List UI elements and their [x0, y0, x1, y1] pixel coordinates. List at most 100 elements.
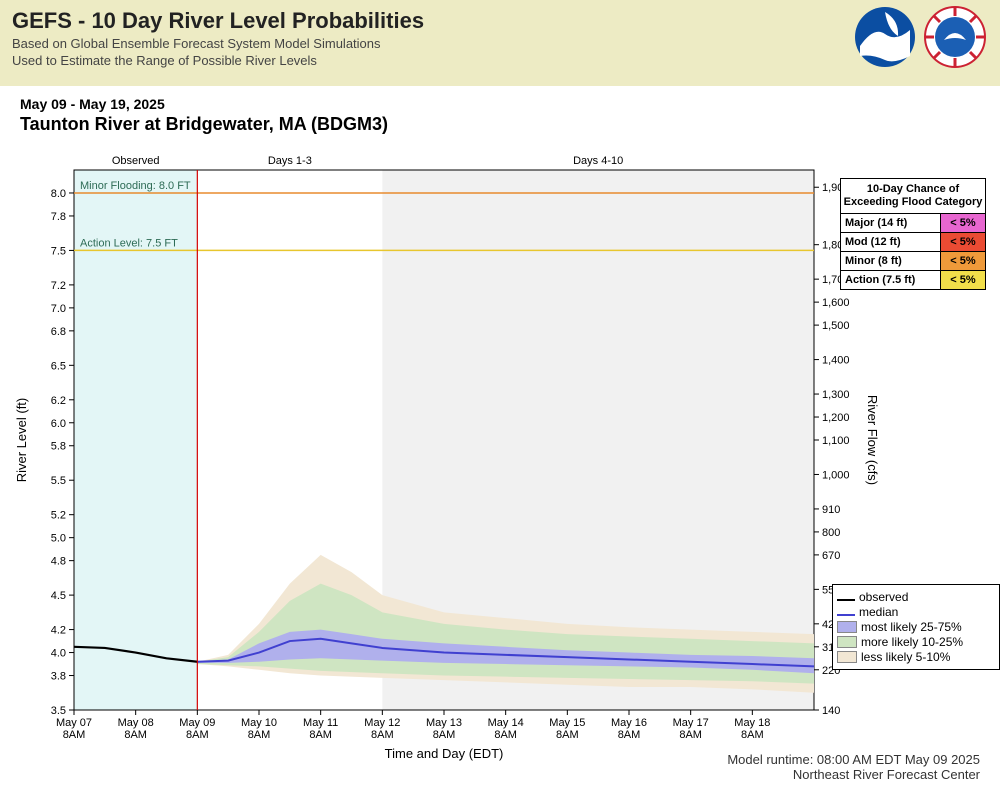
- svg-text:8AM: 8AM: [124, 729, 147, 741]
- flood-row: Minor (8 ft)< 5%: [841, 251, 985, 270]
- model-runtime: Model runtime: 08:00 AM EDT May 09 2025: [727, 752, 980, 767]
- legend-swatch: [837, 614, 855, 616]
- svg-text:8AM: 8AM: [494, 729, 517, 741]
- svg-text:1,300: 1,300: [822, 389, 850, 401]
- flood-row-value: < 5%: [940, 214, 985, 232]
- svg-text:1,400: 1,400: [822, 355, 850, 367]
- legend-item: observed: [837, 590, 995, 604]
- legend-item: median: [837, 605, 995, 619]
- svg-text:May 16: May 16: [611, 717, 647, 729]
- svg-text:May 17: May 17: [673, 717, 709, 729]
- svg-text:670: 670: [822, 550, 840, 562]
- header-sub1: Based on Global Ensemble Forecast System…: [12, 36, 988, 51]
- svg-text:3.8: 3.8: [51, 671, 66, 683]
- svg-text:8.0: 8.0: [51, 188, 66, 200]
- svg-text:Time and Day (EDT): Time and Day (EDT): [385, 746, 504, 761]
- svg-text:5.0: 5.0: [51, 533, 66, 545]
- svg-text:May 10: May 10: [241, 717, 277, 729]
- legend-item: most likely 25-75%: [837, 620, 995, 634]
- header-sub2: Used to Estimate the Range of Possible R…: [12, 53, 988, 68]
- svg-text:5.8: 5.8: [51, 441, 66, 453]
- svg-text:Minor Flooding: 8.0 FT: Minor Flooding: 8.0 FT: [80, 180, 191, 192]
- svg-text:8AM: 8AM: [248, 729, 271, 741]
- svg-text:River Level (ft): River Level (ft): [14, 398, 29, 483]
- legend-swatch: [837, 599, 855, 601]
- legend-item: more likely 10-25%: [837, 635, 995, 649]
- flood-row-label: Mod (12 ft): [841, 233, 940, 251]
- svg-text:4.0: 4.0: [51, 648, 66, 660]
- legend-label: observed: [859, 590, 908, 604]
- footer: Model runtime: 08:00 AM EDT May 09 2025 …: [727, 752, 980, 782]
- flood-table-title: 10-Day Chance of Exceeding Flood Categor…: [841, 179, 985, 213]
- svg-text:800: 800: [822, 527, 840, 539]
- legend-label: most likely 25-75%: [861, 620, 962, 634]
- nws-logo-icon: [924, 6, 986, 68]
- svg-text:1,100: 1,100: [822, 435, 850, 447]
- svg-text:8AM: 8AM: [741, 729, 764, 741]
- svg-text:Observed: Observed: [112, 155, 160, 167]
- svg-text:8AM: 8AM: [556, 729, 579, 741]
- legend-label: less likely 5-10%: [861, 650, 950, 664]
- legend-swatch: [837, 621, 857, 633]
- noaa-logo-icon: [854, 6, 916, 68]
- svg-text:May 14: May 14: [488, 717, 524, 729]
- legend-label: more likely 10-25%: [861, 635, 963, 649]
- flood-row-value: < 5%: [940, 252, 985, 270]
- svg-text:7.5: 7.5: [51, 245, 66, 257]
- flood-row-label: Minor (8 ft): [841, 252, 940, 270]
- svg-text:8AM: 8AM: [309, 729, 332, 741]
- svg-text:6.2: 6.2: [51, 395, 66, 407]
- svg-text:Action Level: 7.5 FT: Action Level: 7.5 FT: [80, 237, 178, 249]
- legend-label: median: [859, 605, 898, 619]
- svg-text:3.5: 3.5: [51, 705, 66, 717]
- svg-text:4.8: 4.8: [51, 556, 66, 568]
- svg-text:May 18: May 18: [734, 717, 770, 729]
- subheader: May 09 - May 19, 2025 Taunton River at B…: [20, 96, 1000, 135]
- svg-text:May 15: May 15: [549, 717, 585, 729]
- svg-text:140: 140: [822, 705, 840, 717]
- svg-text:May 13: May 13: [426, 717, 462, 729]
- svg-text:4.2: 4.2: [51, 625, 66, 637]
- svg-text:910: 910: [822, 504, 840, 516]
- svg-text:6.5: 6.5: [51, 360, 66, 372]
- flood-row-value: < 5%: [940, 271, 985, 289]
- svg-text:May 09: May 09: [179, 717, 215, 729]
- svg-text:7.8: 7.8: [51, 211, 66, 223]
- svg-text:May 11: May 11: [303, 717, 338, 729]
- svg-text:5.2: 5.2: [51, 510, 66, 522]
- svg-text:1,000: 1,000: [822, 469, 850, 481]
- svg-text:7.0: 7.0: [51, 303, 66, 315]
- header-banner: GEFS - 10 Day River Level Probabilities …: [0, 0, 1000, 86]
- flood-row: Action (7.5 ft)< 5%: [841, 270, 985, 289]
- date-range: May 09 - May 19, 2025: [20, 96, 1000, 112]
- svg-text:Days 1-3: Days 1-3: [268, 155, 312, 167]
- station-title: Taunton River at Bridgewater, MA (BDGM3): [20, 114, 1000, 135]
- series-legend: observedmedianmost likely 25-75%more lik…: [832, 584, 1000, 670]
- svg-text:6.8: 6.8: [51, 326, 66, 338]
- svg-text:5.5: 5.5: [51, 475, 66, 487]
- flood-row: Major (14 ft)< 5%: [841, 213, 985, 232]
- forecast-center: Northeast River Forecast Center: [727, 767, 980, 782]
- flood-row: Mod (12 ft)< 5%: [841, 232, 985, 251]
- flood-row-value: < 5%: [940, 233, 985, 251]
- legend-swatch: [837, 651, 857, 663]
- svg-text:8AM: 8AM: [63, 729, 86, 741]
- svg-text:River Flow (cfs): River Flow (cfs): [865, 395, 880, 485]
- svg-text:May 07: May 07: [56, 717, 92, 729]
- svg-text:1,200: 1,200: [822, 412, 850, 424]
- legend-swatch: [837, 636, 857, 648]
- flood-row-label: Major (14 ft): [841, 214, 940, 232]
- svg-text:1,500: 1,500: [822, 320, 850, 332]
- svg-text:8AM: 8AM: [433, 729, 456, 741]
- svg-text:8AM: 8AM: [618, 729, 641, 741]
- svg-text:7.2: 7.2: [51, 280, 66, 292]
- svg-text:May 12: May 12: [364, 717, 400, 729]
- svg-text:8AM: 8AM: [679, 729, 702, 741]
- legend-item: less likely 5-10%: [837, 650, 995, 664]
- svg-text:8AM: 8AM: [186, 729, 209, 741]
- svg-text:4.5: 4.5: [51, 590, 66, 602]
- svg-text:8AM: 8AM: [371, 729, 394, 741]
- svg-text:Days 4-10: Days 4-10: [573, 155, 623, 167]
- logo-group: [854, 6, 986, 68]
- flood-row-label: Action (7.5 ft): [841, 271, 940, 289]
